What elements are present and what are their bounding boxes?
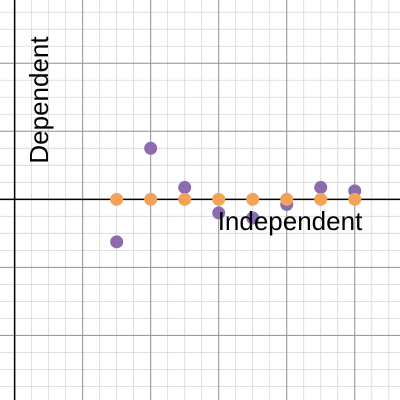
- data-point-series-2: [246, 192, 260, 206]
- data-point-series-2: [212, 192, 226, 206]
- data-point-series-1: [212, 206, 226, 220]
- data-point-series-1: [144, 141, 158, 155]
- data-point-series-1: [314, 180, 328, 194]
- data-point-series-2: [178, 192, 192, 206]
- data-points: [110, 141, 362, 249]
- data-point-series-1: [178, 180, 192, 194]
- data-point-series-2: [314, 192, 328, 206]
- y-axis-label: Dependent: [24, 36, 54, 164]
- data-point-series-2: [110, 192, 124, 206]
- data-point-series-1: [110, 235, 124, 249]
- data-point-series-2: [348, 192, 362, 206]
- x-axis-label: Independent: [218, 206, 363, 236]
- data-point-series-2: [144, 192, 158, 206]
- data-point-series-2: [280, 192, 294, 206]
- data-point-series-1: [246, 211, 260, 225]
